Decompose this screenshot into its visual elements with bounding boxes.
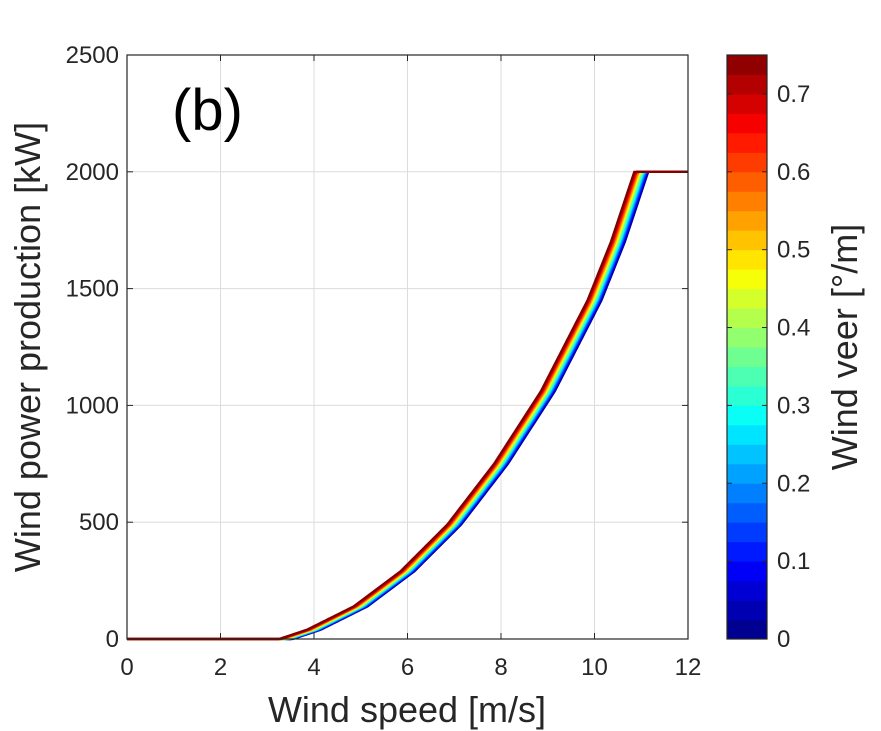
x-axis-ticks: 0 2 4 6 8 10 12: [120, 55, 701, 681]
colorbar-band: [727, 249, 767, 270]
colorbar-band: [727, 385, 767, 406]
colorbar-tick-label: 0.2: [777, 470, 810, 497]
y-tick-label: 0: [106, 626, 119, 653]
colorbar-tick-label: 0.1: [777, 548, 810, 575]
colorbar-tick-label: 0.5: [777, 237, 810, 264]
colorbar-band: [727, 483, 767, 504]
colorbar-band: [727, 191, 767, 212]
colorbar-band: [727, 152, 767, 173]
x-axis-label: Wind speed [m/s]: [268, 689, 546, 730]
colorbar-band: [727, 210, 767, 231]
colorbar-band: [727, 171, 767, 192]
colorbar-tick-label: 0: [777, 626, 790, 653]
colorbar-band: [727, 269, 767, 290]
colorbar-band: [727, 405, 767, 426]
y-tick-label: 2000: [66, 159, 119, 186]
colorbar-band: [727, 580, 767, 601]
colorbar-band: [727, 619, 767, 640]
colorbar-tick-label: 0.7: [777, 81, 810, 108]
colorbar-band: [727, 366, 767, 387]
x-tick-label: 0: [120, 654, 133, 681]
x-tick-label: 4: [307, 654, 320, 681]
colorbar-band: [727, 288, 767, 309]
colorbar-band: [727, 600, 767, 621]
y-tick-label: 1000: [66, 392, 119, 419]
colorbar-tick-label: 0.3: [777, 392, 810, 419]
y-axis-label: Wind power production [kW]: [7, 122, 48, 572]
y-axis-ticks: 0 500 1000 1500 2000 2500: [66, 42, 688, 653]
colorbar-band: [727, 444, 767, 465]
colorbar-band: [727, 327, 767, 348]
colorbar-tick-label: 0.6: [777, 159, 810, 186]
x-tick-label: 6: [401, 654, 414, 681]
colorbar-ticks: 0 0.1 0.2 0.3 0.4 0.5 0.6 0.7: [727, 81, 810, 653]
colorbar-band: [727, 113, 767, 134]
colorbar-tick-label: 0.4: [777, 315, 810, 342]
y-tick-label: 2500: [66, 42, 119, 69]
y-tick-label: 500: [79, 509, 119, 536]
colorbar-label: Wind veer [°/m]: [824, 224, 865, 470]
colorbar-band: [727, 74, 767, 95]
colorbar-band: [727, 463, 767, 484]
x-tick-label: 8: [494, 654, 507, 681]
colorbar-frame: [726, 54, 768, 640]
colorbar-band: [727, 561, 767, 582]
y-tick-label: 1500: [66, 276, 119, 303]
x-tick-label: 2: [214, 654, 227, 681]
colorbar-band: [727, 55, 767, 75]
colorbar-band: [727, 308, 767, 329]
colorbar-band: [727, 522, 767, 543]
x-tick-label: 12: [675, 654, 702, 681]
grid-lines: [127, 55, 688, 639]
colorbar-band: [727, 502, 767, 523]
colorbar-band: [727, 93, 767, 114]
colorbar-band: [727, 132, 767, 153]
x-tick-label: 10: [581, 654, 608, 681]
panel-label: (b): [172, 78, 243, 143]
colorbar-band: [727, 541, 767, 562]
colorbar-band: [727, 230, 767, 251]
colorbar: [727, 55, 767, 640]
colorbar-band: [727, 347, 767, 367]
colorbar-band: [727, 424, 767, 445]
